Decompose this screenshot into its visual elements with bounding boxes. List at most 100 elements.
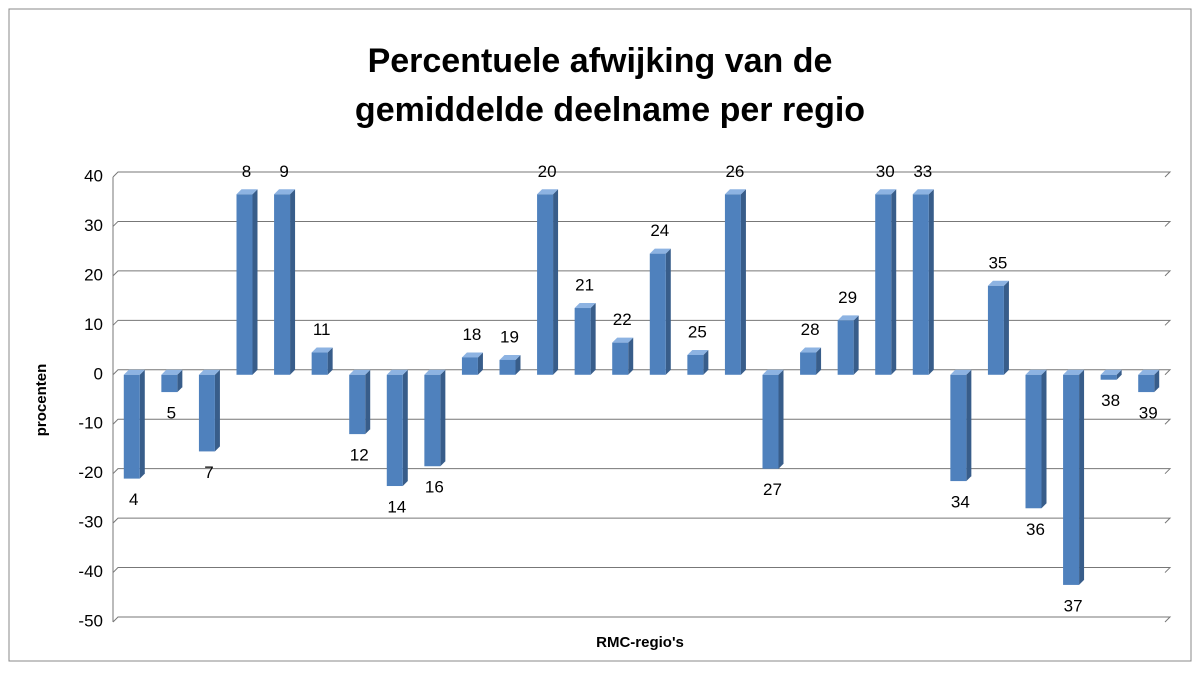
bar [1100,374,1117,380]
data-label: 5 [167,404,176,423]
grid-line [112,517,1172,524]
data-label: 36 [1026,520,1045,539]
data-label: 7 [204,463,213,482]
bar-side [252,189,258,375]
bar-side [553,189,559,375]
bar [161,374,178,393]
grid-line [112,567,1172,573]
data-label: 14 [387,498,406,517]
bar-top [574,303,596,309]
bar [1138,374,1155,393]
data-label: 35 [988,253,1007,272]
bar-top [612,337,634,343]
bar-top [912,189,934,195]
bar [612,342,629,375]
bar-top [386,369,408,375]
y-tick-label: 10 [84,315,103,334]
bar-side [740,189,746,375]
bar-top [1063,369,1085,375]
bar [574,308,591,375]
bar-side [703,350,709,375]
data-label: 29 [838,288,857,307]
bar-top [724,189,746,195]
data-label: 39 [1139,404,1158,423]
y-tick-label: -10 [78,414,103,433]
y-tick-label: 20 [84,265,103,284]
grid-line [112,220,1172,227]
bar-top [198,369,220,375]
bar-top [311,347,333,353]
bar-top [837,315,859,321]
bar-top [424,369,446,375]
bar-top [687,350,709,355]
data-label: 38 [1101,391,1120,410]
y-tick-label: -20 [78,463,103,482]
data-label: 22 [613,310,632,329]
data-label: 12 [350,446,369,465]
bar [950,374,967,482]
data-label: 18 [462,325,481,344]
bar [499,359,516,375]
data-label: 24 [650,221,669,240]
y-tick-label: -40 [78,562,103,581]
bar-top [800,347,822,353]
bar [461,357,478,375]
data-label: 37 [1064,596,1083,615]
bar-top [1138,369,1160,375]
bar [912,194,929,375]
grid-line [112,616,1172,623]
bar-side [402,369,408,487]
bar-side [440,369,446,467]
bar-top [537,189,559,195]
bar [1063,374,1080,585]
bar-top [1100,369,1122,375]
data-label: 27 [763,480,782,499]
data-label: 34 [951,493,970,512]
bar-top [349,369,371,375]
y-tick-label: 0 [94,364,103,383]
grid-line [112,418,1172,425]
bar-top [649,248,671,254]
bar-side [327,347,333,375]
bar-side [853,315,859,375]
bar-top [461,352,483,358]
x-axis-title: RMC-regio's [596,634,684,651]
bar [724,194,741,375]
bar-side [177,369,183,393]
bar [236,194,253,375]
data-label: 19 [500,327,519,346]
bar [386,374,403,487]
bar-side [515,354,521,375]
bar [123,374,140,479]
bar-side [816,347,822,375]
grid-line [112,369,1172,376]
bar [987,285,1004,375]
bar-side [1116,369,1122,380]
data-label: 20 [538,162,557,181]
data-label: 9 [279,162,288,181]
bar-side [1041,369,1047,509]
bar-top [762,369,784,375]
bar-side [1003,280,1009,375]
bar [349,374,366,435]
chart-title-line: Percentuele afwijking van de [368,42,833,80]
grid-line [112,468,1172,475]
bar-top [236,189,258,195]
bar-top [987,280,1009,286]
bar [424,374,441,467]
y-tick-label: -50 [78,611,103,630]
chart-title-line: gemiddelde deelname per regio [355,91,865,129]
bar-side [778,369,784,469]
bar [762,374,779,469]
y-tick-label: -30 [78,513,103,532]
bar [649,253,666,375]
data-label: 30 [876,162,895,181]
bar-side [966,369,972,482]
bar-top [274,189,296,195]
data-label: 26 [725,162,744,181]
data-label: 33 [913,162,932,181]
bar-side [1154,369,1160,393]
bar [1025,374,1042,509]
bar-top [123,369,145,375]
